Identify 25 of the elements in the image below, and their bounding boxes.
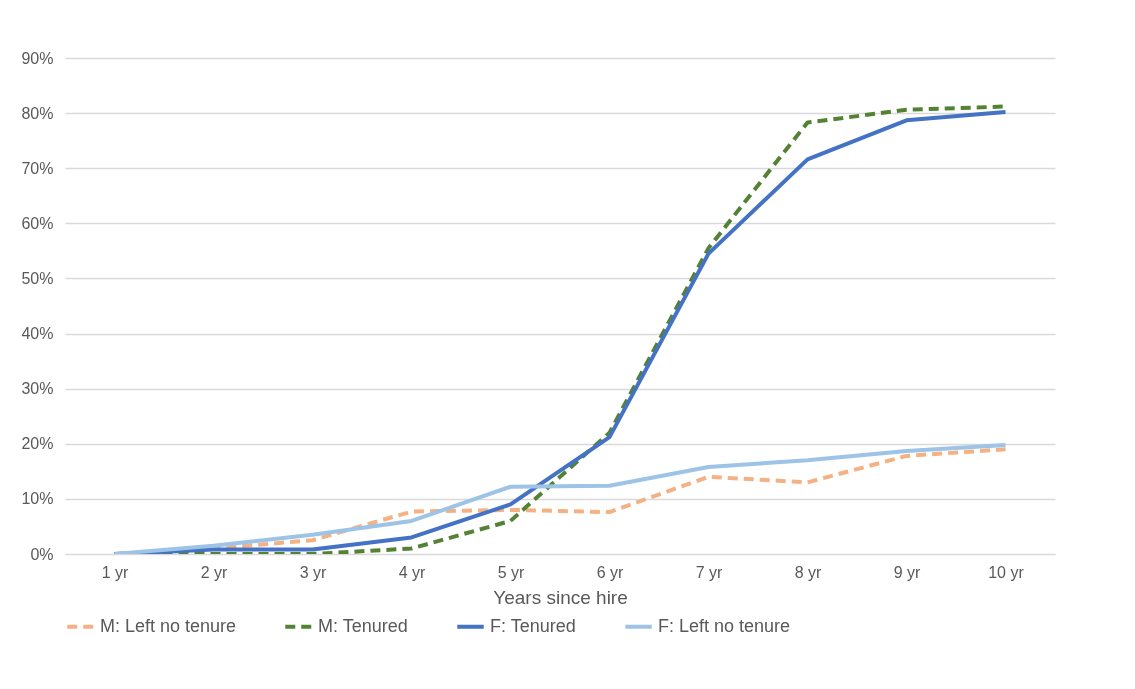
x-tick-label: 6 yr bbox=[596, 563, 625, 581]
x-tick-label: 3 yr bbox=[299, 563, 328, 581]
y-tick-label: 90% bbox=[21, 49, 54, 67]
x-tick-label: 1 yr bbox=[101, 563, 130, 581]
legend-label: M: Left no tenure bbox=[100, 615, 237, 636]
x-tick-label: 7 yr bbox=[695, 563, 724, 581]
y-tick-label: 20% bbox=[21, 435, 54, 453]
y-tick-label: 60% bbox=[21, 214, 54, 232]
y-tick-label: 80% bbox=[21, 104, 54, 122]
legend-label: M: Tenured bbox=[318, 615, 408, 636]
y-tick-label: 0% bbox=[30, 545, 54, 563]
legend-label: F: Left no tenure bbox=[658, 615, 791, 636]
x-tick-label: 2 yr bbox=[200, 563, 229, 581]
y-tick-label: 70% bbox=[21, 159, 54, 177]
x-tick-label: 4 yr bbox=[398, 563, 427, 581]
legend-label: F: Tenured bbox=[490, 615, 576, 636]
y-tick-label: 40% bbox=[21, 325, 54, 343]
y-tick-label: 30% bbox=[21, 380, 54, 398]
x-tick-label: 8 yr bbox=[794, 563, 823, 581]
x-axis-title: Years since hire bbox=[493, 586, 628, 608]
y-tick-label: 10% bbox=[21, 490, 54, 508]
x-tick-label: 10 yr bbox=[988, 563, 1025, 581]
x-tick-label: 9 yr bbox=[893, 563, 922, 581]
x-tick-label: 5 yr bbox=[497, 563, 526, 581]
y-tick-label: 50% bbox=[21, 269, 54, 287]
